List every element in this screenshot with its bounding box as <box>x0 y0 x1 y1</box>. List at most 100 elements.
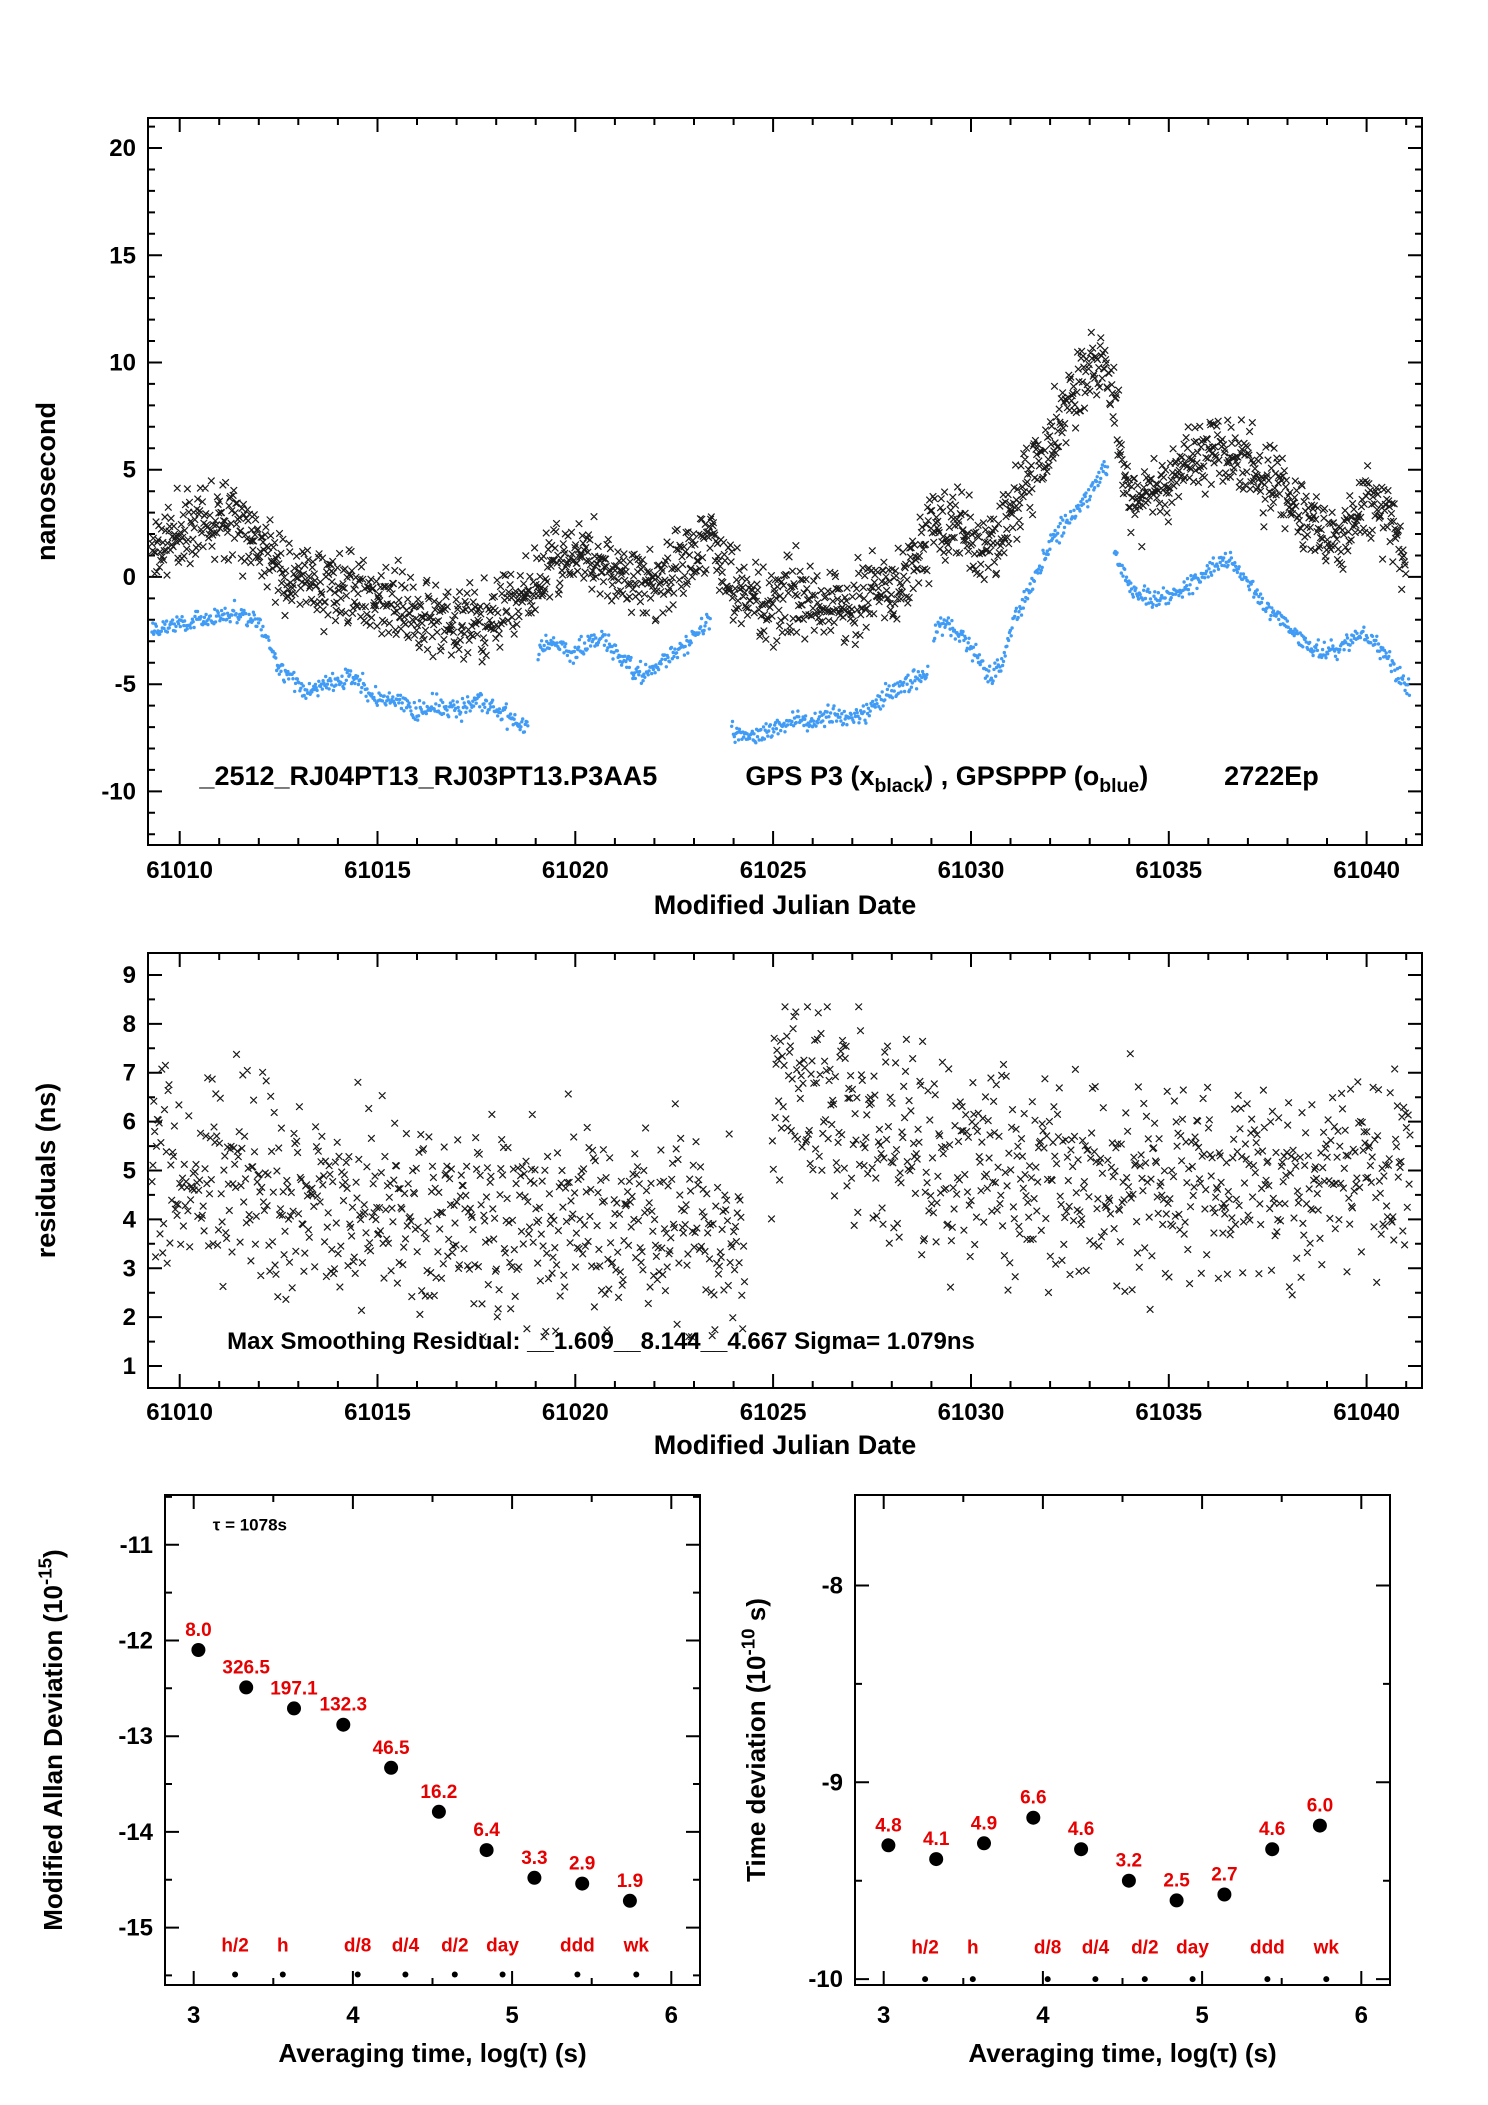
y-tick-label: 9 <box>123 962 136 989</box>
tau-mark-dot <box>402 1971 409 1978</box>
y-tick-label: 3 <box>123 1255 136 1282</box>
x-tick-label: 61035 <box>1135 857 1202 884</box>
point-value-label: 197.1 <box>270 1678 318 1699</box>
point-value-label: 2.9 <box>569 1854 595 1875</box>
point-value-label: 132.3 <box>320 1695 368 1716</box>
y-tick-label: 20 <box>109 135 136 162</box>
tau-mark-dot <box>574 1971 581 1978</box>
tick-marks <box>148 953 1422 1388</box>
data-point <box>479 1843 494 1858</box>
data-point <box>1169 1893 1184 1908</box>
point-value-label: 16.2 <box>420 1782 457 1803</box>
point-value-label: 4.6 <box>1068 1819 1094 1840</box>
y-tick-label: 7 <box>123 1060 136 1087</box>
x-tick-label: 61010 <box>146 857 213 884</box>
y-axis-label: Modified Allan Deviation (10-15) <box>35 1549 68 1930</box>
data-point <box>287 1701 301 1716</box>
data-point <box>1074 1842 1089 1857</box>
tau-mark-label: d/8 <box>344 1936 371 1957</box>
tau-mark-label: d/8 <box>1034 1938 1061 1959</box>
plot-frame <box>164 1494 701 1986</box>
tau-mark-dot <box>232 1971 239 1978</box>
y-tick-label: 2 <box>123 1304 136 1331</box>
x-tick-label: 61040 <box>1333 857 1400 884</box>
data-point <box>239 1680 254 1695</box>
tau-mark-dot <box>1044 1976 1051 1983</box>
tau-mark-dot <box>354 1971 361 1978</box>
x-tick-label: 61025 <box>740 1399 807 1426</box>
plot-frame <box>854 1494 1391 1986</box>
point-value-label: 2.5 <box>1163 1870 1190 1891</box>
x-tick-label: 3 <box>877 2002 890 2029</box>
point-value-label: 4.1 <box>923 1829 950 1850</box>
y-tick-label: -13 <box>118 1723 153 1750</box>
tau-mark-label: d/2 <box>441 1936 468 1957</box>
tau-mark-dot <box>1189 1976 1196 1983</box>
tick-marks <box>855 1495 1390 1985</box>
tau-mark-dot <box>969 1976 976 1983</box>
y-tick-label: -11 <box>120 1532 153 1559</box>
panel-tdev: 3 4 5 6 -10 -9 -8 Averaging time, log(τ) (s) Tim… <box>738 1494 1391 2068</box>
point-value-label: 326.5 <box>222 1657 270 1678</box>
data-point <box>384 1760 399 1775</box>
y-tick-label: 10 <box>109 349 136 376</box>
data-point <box>1026 1810 1041 1825</box>
tau-mark-label: d/4 <box>392 1936 420 1957</box>
y-tick-label: -10 <box>808 1966 843 1993</box>
panel-mdev: 3 4 5 6 -15 -14 -13 -12 -11 Averaging time, log(τ… <box>35 1494 701 2068</box>
data-point <box>622 1893 637 1908</box>
series-gps-p3 <box>148 328 1410 666</box>
x-tick-label: 6 <box>1355 2002 1368 2029</box>
point-value-label: 4.9 <box>971 1813 997 1834</box>
y-tick-label: -10 <box>101 778 136 805</box>
tau-mark-label: d/4 <box>1082 1938 1110 1959</box>
panel-note: Max Smoothing Residual: __1.609__8.144__… <box>227 1328 975 1355</box>
data-point <box>527 1870 542 1885</box>
point-value-label: 3.3 <box>521 1848 547 1869</box>
tau-mark-label: ddd <box>560 1936 595 1957</box>
x-tick-label: 61020 <box>542 857 609 884</box>
tau-mark-label: h/2 <box>911 1938 938 1959</box>
x-tick-label: 5 <box>1195 2002 1208 2029</box>
tau-mark-label: h <box>277 1936 289 1957</box>
tau-mark-dot <box>279 1971 286 1978</box>
x-axis-label: Averaging time, log(τ) (s) <box>278 2038 586 2068</box>
tau-mark-label: wk <box>623 1936 650 1957</box>
point-value-label: 3.2 <box>1116 1851 1142 1872</box>
data-point <box>881 1838 896 1853</box>
y-tick-label: -9 <box>822 1769 843 1796</box>
point-value-label: 4.6 <box>1259 1819 1285 1840</box>
x-tick-label: 61015 <box>344 1399 411 1426</box>
tau-mark-label: wk <box>1313 1938 1340 1959</box>
y-tick-label: 6 <box>123 1109 136 1136</box>
y-tick-label: 5 <box>123 1158 136 1185</box>
x-tick-label: 3 <box>187 2002 200 2029</box>
tau-mark-label: ddd <box>1250 1938 1285 1959</box>
y-tick-label: 15 <box>109 242 136 269</box>
y-tick-label: -14 <box>118 1819 153 1846</box>
series-residuals <box>148 1003 1414 1341</box>
y-axis-label: residuals (ns) <box>31 1083 61 1259</box>
tau-mark-label: h <box>967 1938 979 1959</box>
point-value-label: 6.0 <box>1307 1796 1333 1817</box>
tick-marks <box>165 1495 700 1985</box>
x-tick-label: 61015 <box>344 857 411 884</box>
tau-annotation: τ = 1078s <box>213 1515 287 1534</box>
tick-marks <box>148 118 1422 845</box>
x-tick-label: 61020 <box>542 1399 609 1426</box>
y-tick-label: 0 <box>123 564 136 591</box>
data-point <box>336 1717 351 1732</box>
y-tick-label: 1 <box>123 1353 136 1380</box>
series-gpsppp <box>150 460 1412 745</box>
panel-residuals: 61010 61015 61020 61025 61030 61035 61040 1 2 3 4 5… <box>31 952 1423 1460</box>
data-point <box>191 1643 206 1657</box>
data-point <box>431 1804 446 1819</box>
x-tick-label: 4 <box>346 2002 360 2029</box>
y-axis-label: nanosecond <box>31 402 61 561</box>
y-tick-label: -5 <box>115 671 136 698</box>
legend-text: GPS P3 (xblack) , GPSPPP (oblue) <box>745 761 1148 797</box>
tau-mark-label: day <box>1176 1938 1209 1959</box>
y-tick-label: 5 <box>123 457 136 484</box>
